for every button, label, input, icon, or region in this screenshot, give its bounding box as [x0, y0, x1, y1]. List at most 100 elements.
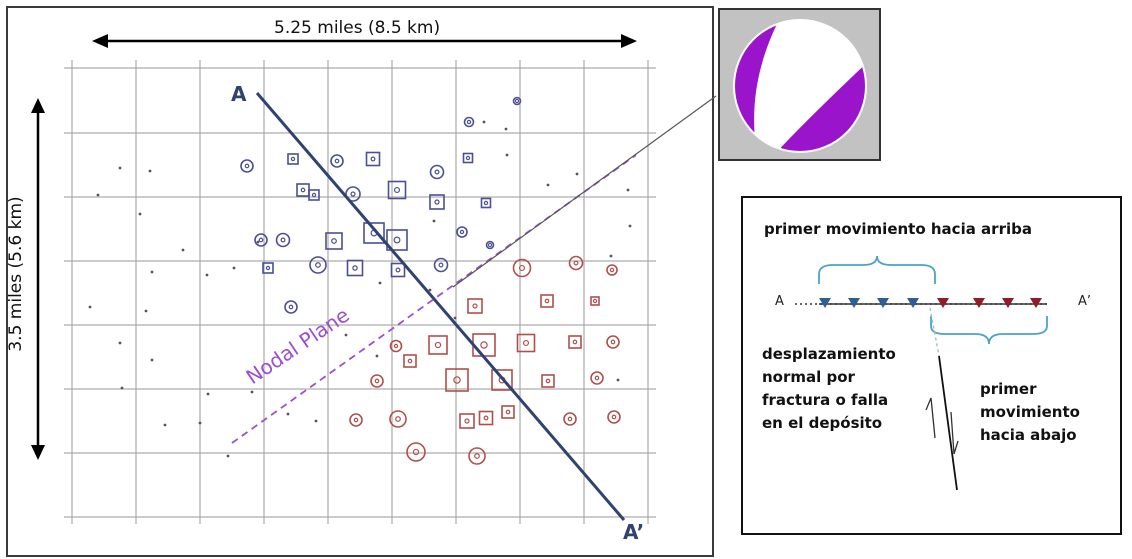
earthquake-symbol	[459, 413, 475, 429]
event-dot	[344, 333, 348, 337]
fault-projection	[929, 307, 940, 357]
earthquake-symbol	[445, 368, 469, 392]
earthquake-symbol	[541, 374, 555, 388]
earthquake-symbol	[287, 153, 299, 165]
earthquake-symbol	[346, 259, 364, 277]
fault-description-line: en el depósito	[762, 414, 883, 432]
fault-description-line: normal por	[762, 368, 855, 386]
earthquake-symbol	[428, 335, 448, 355]
legend-panel: primer movimiento hacia arriba A A’ desp…	[741, 196, 1122, 535]
fault-description-line: desplazamiento	[762, 345, 896, 363]
event-dot	[286, 412, 290, 416]
earthquake-symbol	[540, 294, 554, 308]
earthquake-symbol	[389, 339, 403, 353]
earthquake-symbol	[590, 296, 600, 306]
event-dot	[226, 454, 230, 458]
earthquake-symbol	[349, 413, 363, 427]
event-dot	[118, 166, 122, 170]
event-dot	[150, 270, 154, 274]
up-triangle	[819, 298, 831, 308]
earthquake-symbol	[345, 186, 361, 202]
event-dot	[616, 378, 620, 382]
fault-description: desplazamiento normal por fractura o fal…	[762, 343, 896, 435]
earthquake-symbol	[516, 333, 536, 353]
width-scale-arrow	[92, 34, 637, 48]
earthquake-symbol	[463, 116, 475, 128]
up-triangle	[907, 298, 919, 308]
earthquake-symbol	[568, 255, 584, 271]
earthquake-symbol	[254, 233, 268, 247]
downward-description-line: hacia abajo	[980, 426, 1077, 444]
event-dot	[453, 316, 457, 320]
event-dot	[181, 248, 185, 252]
fault-line	[938, 355, 958, 491]
event-dot	[432, 219, 436, 223]
downward-description-line: movimiento	[980, 403, 1080, 421]
earthquake-symbol	[606, 335, 620, 349]
legend-graphic	[795, 255, 1048, 491]
earthquake-symbol	[309, 256, 327, 274]
event-dot	[428, 288, 432, 292]
event-dot	[375, 354, 379, 358]
earthquake-symbol	[462, 152, 474, 164]
fault-motion-arrows	[925, 397, 959, 455]
earthquake-symbol	[433, 257, 449, 273]
earthquake-symbol	[501, 405, 515, 419]
event-dot	[96, 193, 100, 197]
earthquake-symbol	[512, 96, 522, 106]
section-line-a-a-prime	[255, 92, 626, 521]
event-dot	[504, 127, 508, 131]
earthquake-symbol	[606, 264, 618, 276]
event-dot	[628, 224, 632, 228]
height-scale-label: 3.5 miles (5.6 km)	[6, 196, 26, 352]
earthquake-symbol	[387, 180, 407, 200]
earthquake-symbol	[403, 354, 417, 368]
small-event-dots	[88, 120, 632, 458]
event-dot	[505, 153, 509, 157]
beachball-leader-line	[452, 95, 717, 288]
fault-description-line: fractura o falla	[762, 391, 889, 409]
height-scale-arrow	[31, 98, 45, 460]
upward-bracket	[818, 255, 936, 284]
earthquake-symbol	[284, 300, 298, 314]
earthquake-symbol	[240, 159, 254, 173]
earthquake-symbol	[429, 164, 445, 180]
beachball-panel	[718, 8, 881, 161]
earthquake-symbol	[568, 335, 582, 349]
event-dot	[120, 386, 124, 390]
earthquake-symbol	[308, 189, 320, 201]
earthquake-symbol	[275, 232, 291, 248]
section-label-end: A’	[623, 520, 645, 544]
earthquake-symbol	[325, 232, 343, 250]
event-dot	[144, 309, 148, 313]
event-dot	[250, 390, 254, 394]
event-dot	[198, 421, 202, 425]
earthquake-symbol	[480, 197, 492, 209]
earthquake-symbol	[429, 194, 445, 210]
earthquake-symbol	[370, 374, 384, 388]
earthquake-symbol	[468, 447, 486, 465]
legend-label-start: A	[775, 294, 784, 309]
upward-motion-title: primer movimiento hacia arriba	[764, 220, 1032, 238]
legend-triangles	[819, 298, 1042, 308]
earthquake-symbol	[512, 258, 532, 278]
earthquake-symbol	[330, 154, 344, 168]
event-dot	[118, 341, 122, 345]
event-dot	[163, 423, 167, 427]
legend-label-end: A’	[1078, 294, 1092, 309]
event-dot	[378, 281, 382, 285]
event-symbols	[240, 96, 621, 465]
event-dot	[546, 183, 550, 187]
event-dot	[88, 305, 92, 309]
event-dot	[138, 212, 142, 216]
event-dot	[205, 273, 209, 277]
earthquake-symbol	[262, 262, 274, 274]
earthquake-symbol	[607, 410, 621, 424]
event-dot	[150, 358, 154, 362]
earthquake-symbol	[390, 262, 406, 278]
up-triangle	[877, 298, 889, 308]
up-triangle	[848, 298, 860, 308]
event-dot	[232, 266, 236, 270]
earthquake-symbol	[406, 442, 426, 462]
event-dot	[482, 120, 486, 124]
